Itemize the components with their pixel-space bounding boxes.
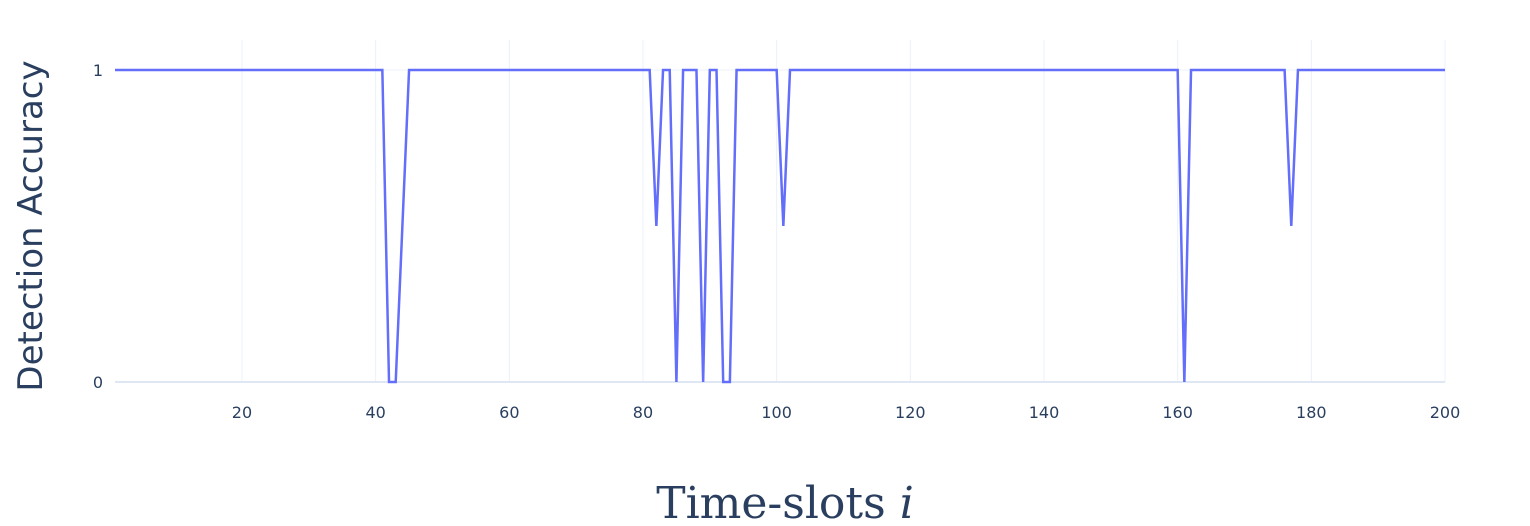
x-tick-label: 140 [1029,403,1060,422]
y-tick-label: 1 [93,61,103,80]
x-tick-label: 160 [1162,403,1193,422]
x-tick-label: 40 [365,403,385,422]
x-tick-labels: 20 40 60 80 100 120 140 160 180 200 [232,403,1460,422]
x-tick-label: 180 [1296,403,1327,422]
x-gridlines [241,40,1446,382]
y-gridlines [115,69,1445,383]
series-line [115,68,1445,384]
x-tick-label: 20 [232,403,252,422]
x-axis-label-variable: i [900,478,914,526]
x-tick-label: 200 [1430,403,1461,422]
x-axis-label: Time-slots i [656,478,914,526]
series-layer [115,68,1445,384]
x-tick-label: 120 [895,403,926,422]
y-tick-label: 0 [93,373,103,392]
y-axis-label: Detection Accuracy [11,60,51,391]
x-tick-label: 60 [499,403,519,422]
y-tick-labels: 01 [93,61,103,392]
x-tick-label: 80 [633,403,653,422]
x-tick-label: 100 [761,403,792,422]
x-axis-label-text: Time-slots [656,478,885,526]
